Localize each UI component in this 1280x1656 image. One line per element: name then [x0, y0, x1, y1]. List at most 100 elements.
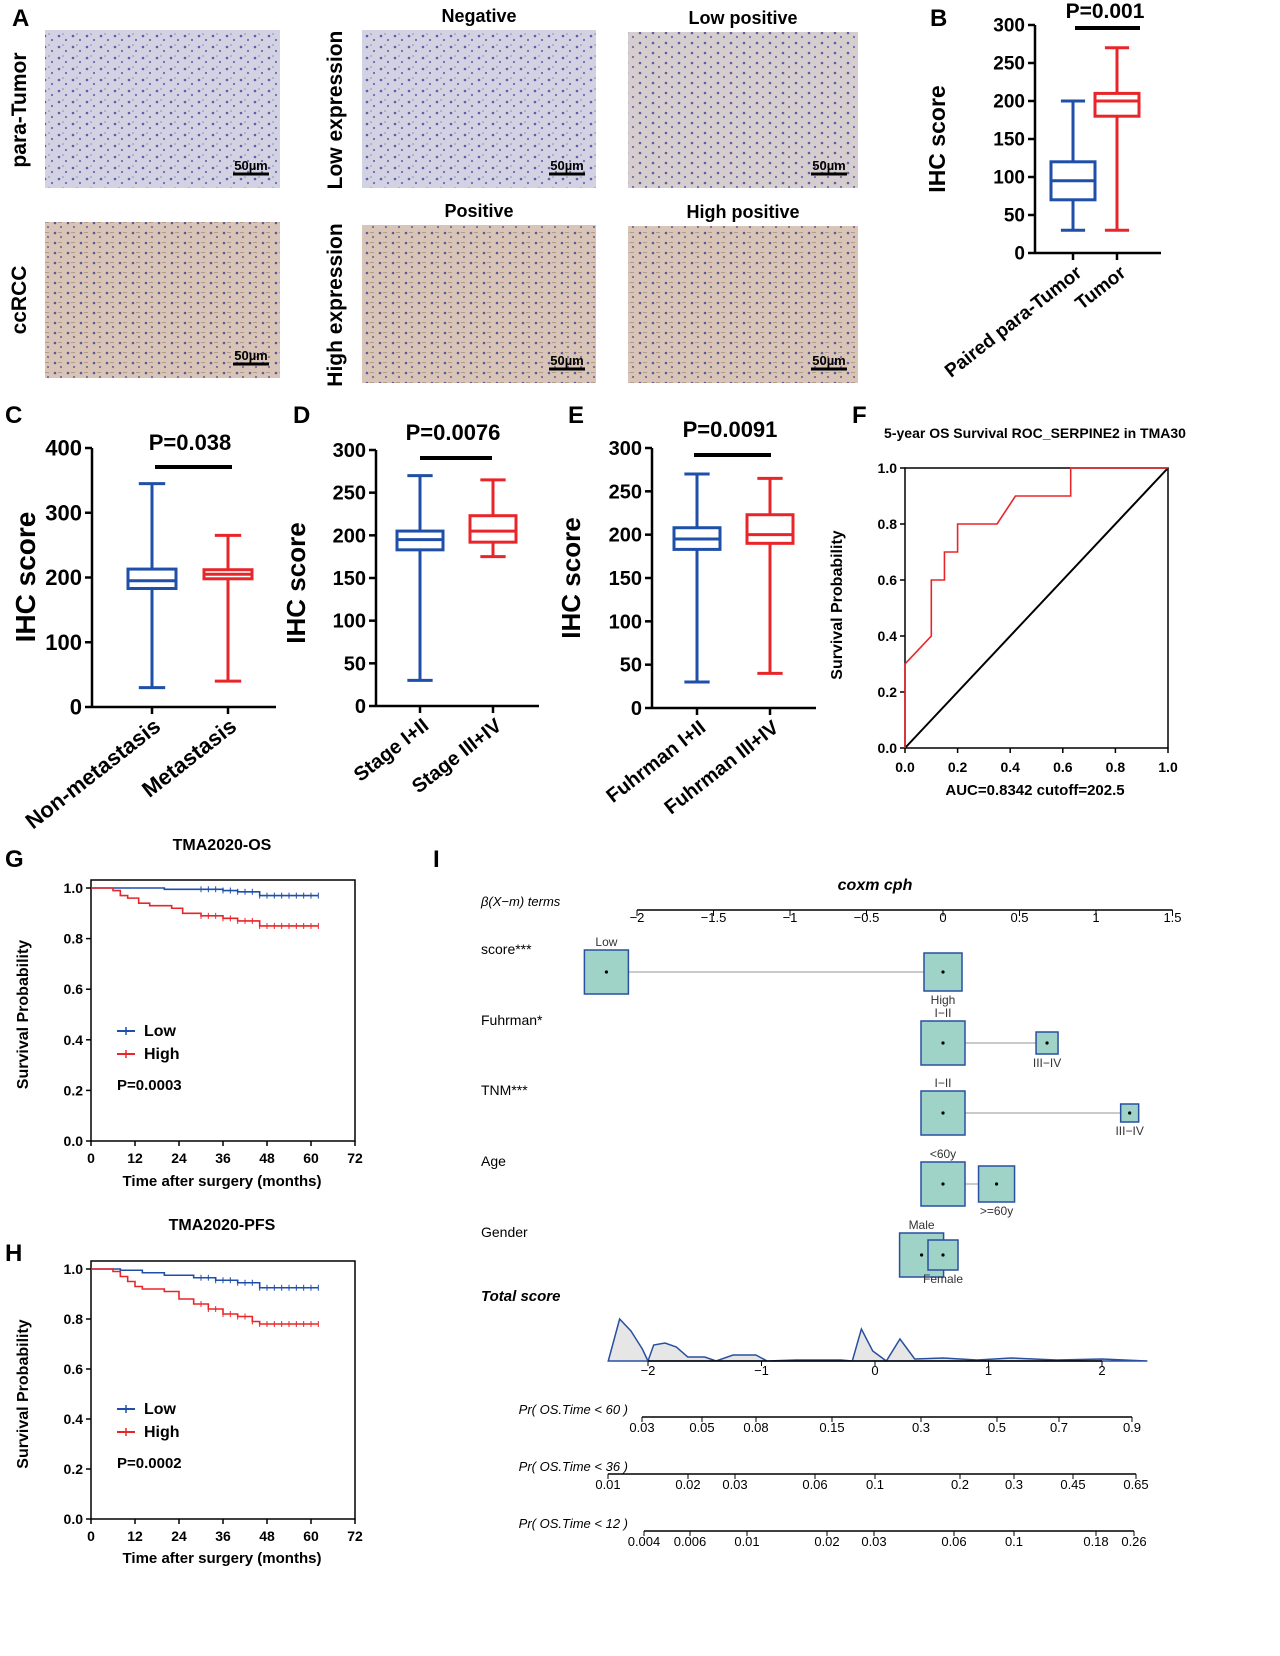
legend-label: High [144, 1424, 180, 1441]
y-tick-label: 0.6 [64, 1361, 84, 1377]
level-point [941, 1253, 945, 1257]
tick-label: 0.3 [1005, 1477, 1023, 1492]
p-value: P=0.0003 [117, 1077, 182, 1094]
panel-letter: H [5, 1240, 22, 1267]
row-label: ccRCC [8, 266, 31, 335]
y-tick-label: 1.0 [64, 1261, 84, 1277]
reference-diagonal [904, 467, 1169, 749]
y-tick-label: 100 [609, 611, 642, 633]
density-curve [607, 1317, 1148, 1363]
y-tick-label: 200 [333, 525, 366, 547]
legend-label: High [144, 1046, 180, 1063]
row-label: Fuhrman* [481, 1012, 543, 1028]
level-label: Male [909, 1218, 935, 1232]
tick-label: 0.2 [951, 1477, 969, 1492]
box [745, 513, 795, 545]
scale-bar-label: 50µm [550, 158, 584, 173]
y-tick-label: 200 [993, 92, 1025, 113]
x-tick-label: 0 [87, 1528, 95, 1544]
y-tick-label: 0.0 [64, 1133, 84, 1149]
prob-axis-label: Pr( OS.Time < 12 ) [519, 1516, 628, 1531]
km-curve-low [91, 887, 319, 897]
row-label: score*** [481, 941, 532, 957]
x-tick-label: 60 [303, 1528, 319, 1544]
category-label: Tumor [1072, 262, 1131, 314]
row-label: Gender [481, 1224, 528, 1240]
panel-letter: I [433, 846, 440, 873]
tick-label: 0.02 [675, 1477, 700, 1492]
tick-label: 1.5 [1163, 910, 1181, 925]
x-tick-label: 12 [127, 1528, 143, 1544]
y-tick-label: 1.0 [878, 460, 898, 476]
p-value: P=0.0091 [683, 417, 778, 442]
box [1093, 91, 1141, 118]
tick-label: 0.18 [1083, 1534, 1108, 1549]
scale-bar-label: 50µm [550, 353, 584, 368]
y-tick-label: 300 [45, 500, 82, 525]
tick-label: 0.03 [629, 1420, 654, 1435]
x-tick-label: 36 [215, 1528, 231, 1544]
level-point [941, 1182, 945, 1186]
y-axis-label: Survival Probability [829, 530, 846, 679]
panel-letter: B [930, 5, 947, 32]
tick-label: 1 [1092, 910, 1099, 925]
tick-label: 0.15 [819, 1420, 844, 1435]
scale-bar-label: 50µm [812, 158, 846, 173]
group-label: High expression [324, 223, 347, 386]
nomogram-title: coxm cph [838, 877, 913, 894]
image-title: Negative [441, 6, 516, 26]
level-label: III−IV [1115, 1124, 1143, 1138]
tick-label: −0.5 [854, 910, 880, 925]
y-tick-label: 0.8 [64, 1311, 84, 1327]
ihc-image [45, 30, 280, 188]
tick-label: 0.01 [734, 1534, 759, 1549]
image-title: Positive [444, 201, 513, 221]
row-label: Age [481, 1153, 506, 1169]
tick-label: 0.26 [1121, 1534, 1146, 1549]
y-tick-label: 0 [631, 698, 642, 720]
tick-label: 0 [871, 1363, 878, 1378]
total-score-label: Total score [481, 1288, 560, 1305]
y-tick-label: 0.8 [878, 516, 898, 532]
tick-label: 0.5 [1010, 910, 1028, 925]
ihc-image [628, 32, 858, 188]
x-tick-label: 0.0 [895, 759, 915, 775]
y-axis-label: IHC score [556, 517, 586, 638]
y-tick-label: 0 [355, 696, 366, 718]
tick-label: 0.05 [689, 1420, 714, 1435]
x-tick-label: 12 [127, 1150, 143, 1166]
y-axis-label: IHC score [10, 512, 41, 643]
level-point [941, 1111, 945, 1115]
y-tick-label: 0 [70, 695, 82, 720]
level-point [941, 1041, 945, 1045]
panel-letter: E [568, 402, 584, 429]
y-tick-label: 0.4 [878, 628, 898, 644]
y-tick-label: 150 [333, 568, 366, 590]
y-tick-label: 100 [993, 168, 1025, 189]
chart-title: TMA2020-PFS [169, 1217, 276, 1234]
tick-label: 0.1 [1005, 1534, 1023, 1549]
x-tick-label: 0.2 [948, 759, 968, 775]
tick-label: 0.45 [1060, 1477, 1085, 1492]
axis-label: β(X−m) terms [480, 894, 561, 909]
y-tick-label: 1.0 [64, 880, 84, 896]
y-tick-label: 200 [45, 565, 82, 590]
y-tick-label: 50 [1004, 206, 1025, 227]
y-tick-label: 250 [609, 481, 642, 503]
chart-title: 5-year OS Survival ROC_SERPINE2 in TMA30 [884, 425, 1186, 441]
x-tick-label: 72 [347, 1528, 363, 1544]
scale-bar-label: 50µm [812, 353, 846, 368]
y-tick-label: 300 [609, 438, 642, 460]
panel-letter: G [5, 846, 24, 873]
legend-label: Low [144, 1023, 177, 1040]
y-tick-label: 250 [993, 54, 1025, 75]
y-tick-label: 0.8 [64, 931, 84, 947]
prob-axis-label: Pr( OS.Time < 36 ) [519, 1459, 628, 1474]
tick-label: 0.65 [1123, 1477, 1148, 1492]
y-tick-label: 50 [344, 653, 366, 675]
y-tick-label: 100 [45, 630, 82, 655]
scale-bar-label: 50µm [234, 158, 268, 173]
level-label: III−IV [1033, 1056, 1061, 1070]
y-tick-label: 0 [1014, 244, 1025, 265]
